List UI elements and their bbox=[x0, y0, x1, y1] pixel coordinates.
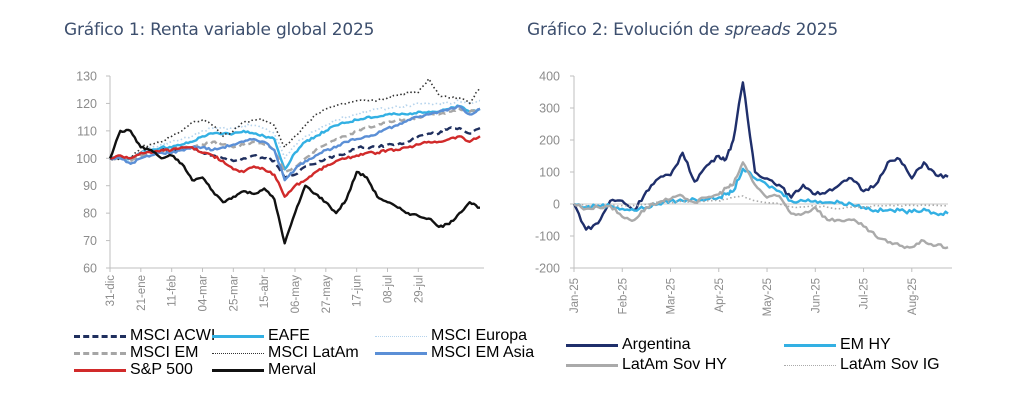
legend-label: S&P 500 bbox=[130, 361, 193, 378]
chart2-y-tick-label: 200 bbox=[539, 134, 560, 148]
chart2-x-tick-label: May-25 bbox=[762, 278, 774, 316]
legend-label: EAFE bbox=[268, 327, 310, 344]
chart2-x-tick-label: Apr-25 bbox=[714, 278, 726, 313]
legend-item: MSCI Europa bbox=[375, 327, 527, 345]
chart1-x-tick-label: 29-jul bbox=[413, 275, 425, 303]
chart1-x-tick-label: 21-ene bbox=[136, 275, 148, 311]
chart2-y-tick-label: 0 bbox=[553, 198, 560, 212]
legend-swatch bbox=[566, 363, 618, 367]
chart1-y-tick-label: 90 bbox=[83, 179, 97, 193]
legend-swatch bbox=[74, 368, 126, 372]
chart2-series-argentina bbox=[572, 81, 949, 231]
legend-swatch bbox=[212, 334, 264, 338]
chart1-y-tick-label: 120 bbox=[76, 97, 97, 111]
legend-item: MSCI LatAm bbox=[212, 344, 359, 362]
chart1-series-msci-latam bbox=[109, 77, 481, 161]
chart1-series-s-p-500 bbox=[109, 135, 481, 198]
chart1-y-tick-label: 130 bbox=[76, 70, 97, 84]
chart1-x-tick-label: 25-mar bbox=[228, 275, 240, 312]
chart1-y-tick-label: 80 bbox=[83, 207, 97, 221]
legend-item: Merval bbox=[212, 361, 316, 379]
chart1-series-msci-em-asia bbox=[109, 105, 481, 182]
chart2-title-suffix: 2025 bbox=[790, 20, 839, 40]
legend-label: Argentina bbox=[622, 336, 691, 353]
chart2-x-tick-label: Aug-25 bbox=[907, 278, 919, 315]
legend-swatch bbox=[74, 351, 126, 355]
chart2-y-tick-label: -100 bbox=[535, 230, 560, 244]
chart1-x-tick-label: 17-jun bbox=[352, 275, 364, 307]
legend-item: EM HY bbox=[784, 336, 891, 354]
legend-label: MSCI LatAm bbox=[268, 344, 359, 361]
legend-item: LatAm Sov IG bbox=[784, 356, 940, 374]
legend-label: Merval bbox=[268, 361, 317, 378]
chart2-series-em-hy bbox=[573, 167, 949, 217]
chart1-y-tick-label: 60 bbox=[83, 262, 97, 276]
chart1-x-tick-label: 27-may bbox=[321, 275, 333, 314]
legend-swatch bbox=[74, 334, 126, 338]
legend-label: LatAm Sov IG bbox=[840, 356, 940, 373]
chart1-y-tick-label: 110 bbox=[77, 124, 97, 138]
legend-item: LatAm Sov HY bbox=[566, 356, 727, 374]
chart2-title: Gráfico 2: Evolución de spreads 2025 bbox=[527, 20, 838, 40]
legend-item: S&P 500 bbox=[74, 361, 193, 379]
chart1-y-tick-label: 70 bbox=[83, 234, 97, 248]
legend-swatch bbox=[566, 343, 618, 347]
chart1-x-tick-label: 31-dic bbox=[105, 275, 117, 307]
chart2-y-tick-label: 300 bbox=[539, 102, 560, 116]
chart2-x-tick-label: Jun-25 bbox=[810, 278, 822, 313]
chart2-y-tick-label: 100 bbox=[539, 166, 560, 180]
chart1-y-tick-label: 100 bbox=[76, 152, 97, 166]
chart2-series-latam-sov-ig bbox=[573, 195, 949, 210]
chart1-x-tick-label: 06-may bbox=[290, 275, 302, 314]
chart1-x-tick-label: 11-feb bbox=[167, 275, 179, 307]
legend-label: EM HY bbox=[840, 336, 891, 353]
legend-item: MSCI ACWI bbox=[74, 327, 215, 345]
legend-item: EAFE bbox=[212, 327, 310, 345]
legend-item: Argentina bbox=[566, 336, 691, 354]
chart2-x-tick-label: Jul-25 bbox=[859, 278, 871, 309]
legend-label: MSCI EM bbox=[130, 344, 199, 361]
legend-swatch bbox=[375, 335, 427, 337]
legend-label: LatAm Sov HY bbox=[622, 356, 727, 373]
chart2-y-tick-label: -200 bbox=[535, 262, 560, 276]
legend-swatch bbox=[212, 368, 264, 372]
legend-item: MSCI EM bbox=[74, 344, 198, 362]
chart2-title-italic: spreads bbox=[724, 20, 791, 40]
legend-swatch bbox=[375, 351, 427, 355]
legend-label: MSCI ACWI bbox=[130, 327, 216, 344]
chart2-title-prefix: Gráfico 2: Evolución de bbox=[527, 20, 725, 40]
chart1-series-eafe bbox=[109, 104, 481, 171]
chart1-x-tick-label: 04-mar bbox=[198, 275, 210, 312]
chart2-x-tick-label: Jan-25 bbox=[569, 278, 581, 313]
chart1-x-tick-label: 08-jul bbox=[383, 275, 395, 303]
legend-swatch bbox=[212, 352, 264, 354]
legend-item: MSCI EM Asia bbox=[375, 344, 534, 362]
chart1-title: Gráfico 1: Renta variable global 2025 bbox=[64, 20, 375, 40]
chart2-series-latam-sov-hy bbox=[573, 161, 949, 250]
legend-label: MSCI EM Asia bbox=[431, 344, 535, 361]
chart1-x-tick-label: 15-abr bbox=[259, 275, 271, 308]
chart2-x-tick-label: Feb-25 bbox=[617, 278, 629, 314]
chart1-series-merval bbox=[108, 128, 480, 245]
legend-swatch bbox=[784, 343, 836, 347]
legend-swatch bbox=[784, 364, 836, 366]
chart2-x-tick-label: Mar-25 bbox=[666, 278, 678, 314]
legend-label: MSCI Europa bbox=[431, 327, 528, 344]
chart2-y-tick-label: 400 bbox=[539, 70, 560, 84]
